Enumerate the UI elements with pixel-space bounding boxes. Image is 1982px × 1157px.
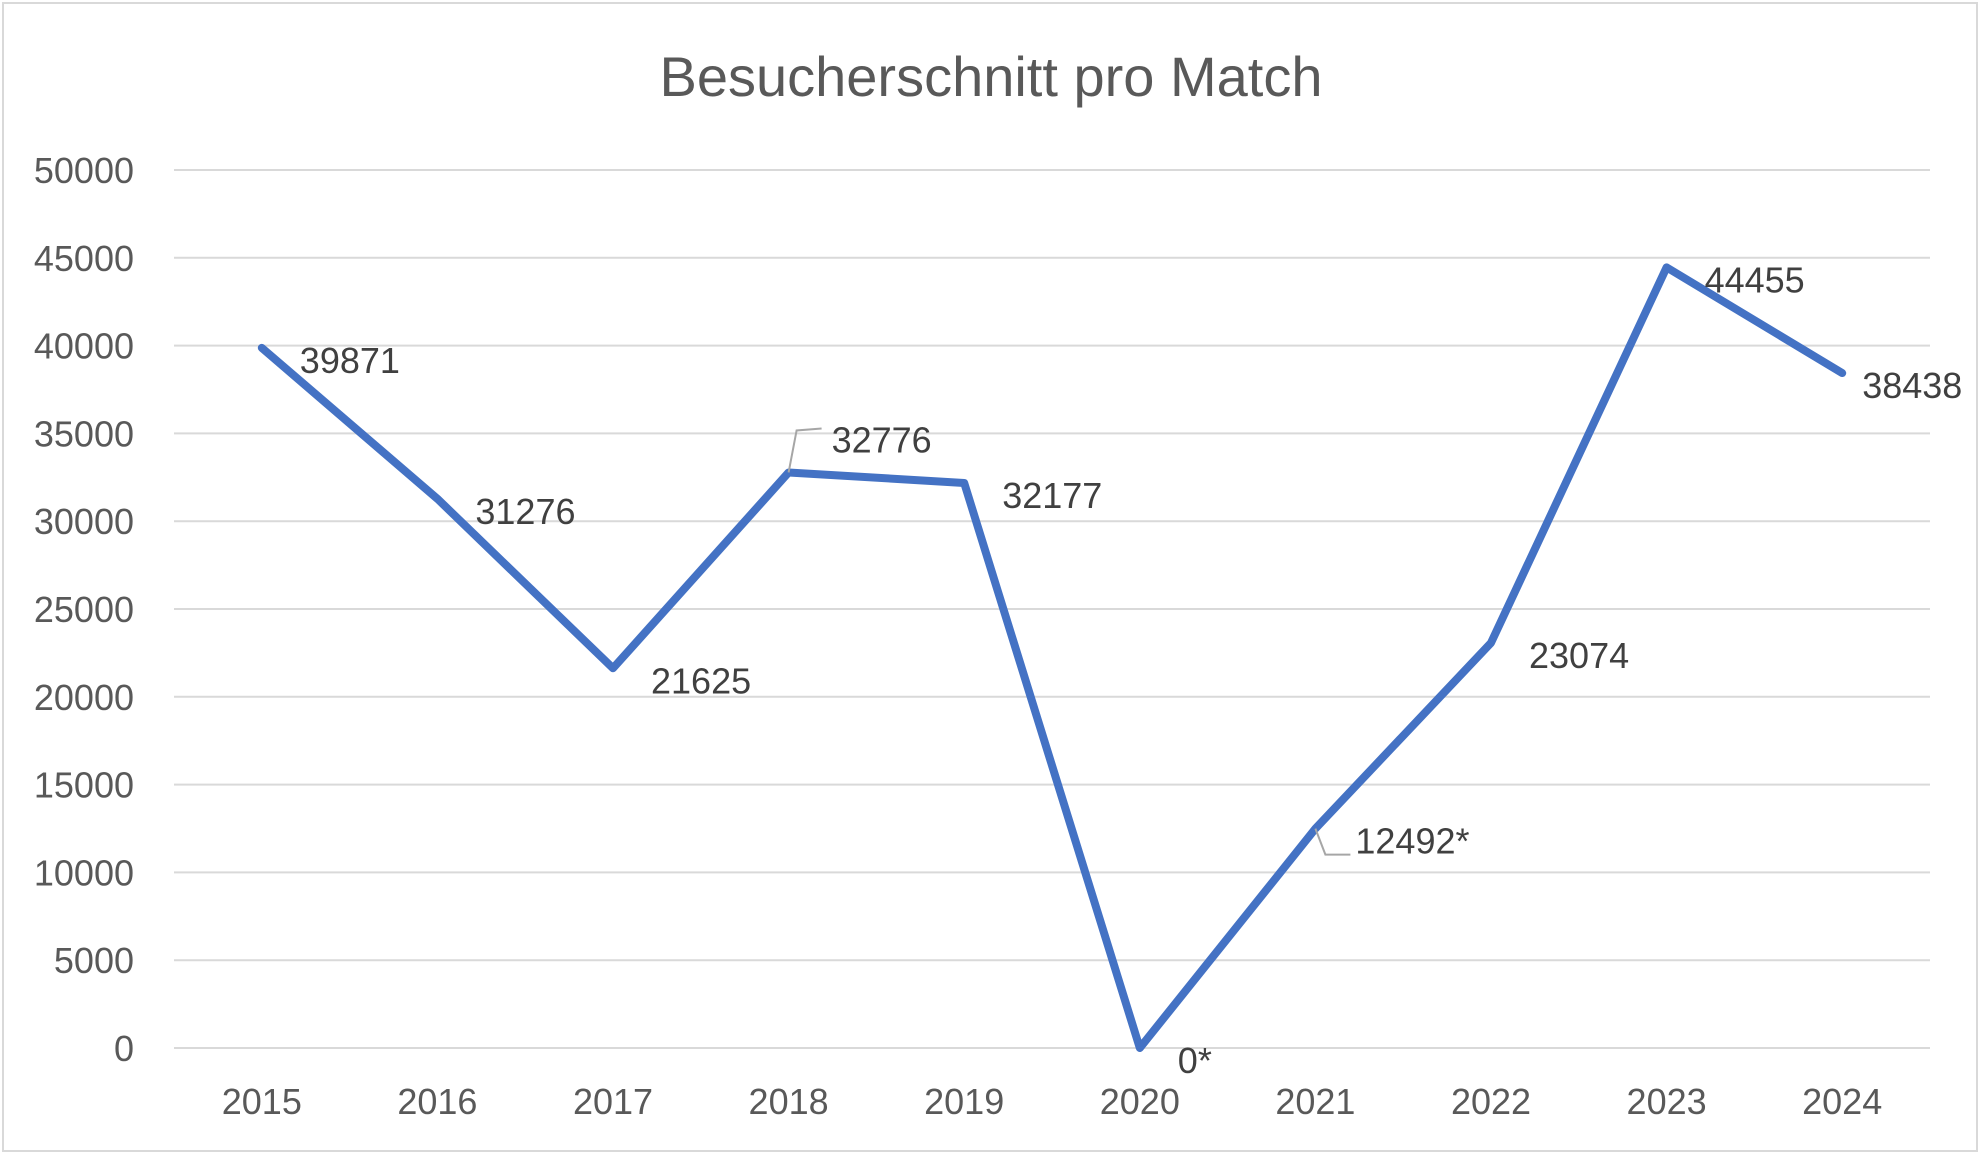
y-tick-label: 0 — [114, 1028, 134, 1069]
x-tick-label: 2022 — [1451, 1081, 1531, 1122]
gridlines — [174, 169, 1930, 1049]
x-tick-label: 2016 — [397, 1081, 477, 1122]
x-tick-label: 2023 — [1627, 1081, 1707, 1122]
x-tick-label: 2018 — [749, 1081, 829, 1122]
y-tick-label: 20000 — [34, 677, 134, 718]
data-label: 23074 — [1529, 635, 1629, 676]
data-label: 39871 — [300, 340, 400, 381]
y-tick-label: 5000 — [54, 940, 134, 981]
data-label: 12492* — [1355, 821, 1469, 862]
leader-line — [1314, 828, 1351, 856]
x-tick-label: 2020 — [1100, 1081, 1180, 1122]
leader-line — [787, 427, 822, 473]
y-tick-label: 45000 — [34, 238, 134, 279]
data-label: 38438 — [1862, 365, 1962, 406]
y-tick-label: 40000 — [34, 326, 134, 367]
y-tick-label: 50000 — [34, 150, 134, 191]
y-tick-label: 25000 — [34, 589, 134, 630]
y-tick-label: 10000 — [34, 852, 134, 893]
y-tick-label: 35000 — [34, 413, 134, 454]
series-line — [257, 263, 1847, 1052]
x-axis-ticks: 2015 2016 2017 2018 2019 2020 2021 2022 2023 2024 — [222, 1081, 1882, 1122]
x-tick-label: 2017 — [573, 1081, 653, 1122]
x-tick-label: 2019 — [924, 1081, 1004, 1122]
leader-lines — [787, 427, 1351, 856]
data-label: 0* — [1178, 1040, 1212, 1081]
chart-title: Besucherschnitt pro Match — [660, 45, 1323, 108]
x-tick-label: 2015 — [222, 1081, 302, 1122]
data-labels: 39871 31276 21625 32776 32177 0* 12492* 23074 44… — [300, 259, 1963, 1081]
data-label: 21625 — [651, 660, 751, 701]
series-layer — [257, 263, 1847, 1052]
y-tick-label: 30000 — [34, 501, 134, 542]
data-label: 32776 — [832, 419, 932, 460]
y-tick-label: 15000 — [34, 765, 134, 806]
y-axis-ticks: 0 5000 10000 15000 20000 25000 30000 35000 40000… — [34, 150, 134, 1069]
x-tick-label: 2024 — [1802, 1081, 1882, 1122]
x-tick-label: 2021 — [1275, 1081, 1355, 1122]
data-label: 44455 — [1705, 259, 1805, 300]
data-label: 31276 — [475, 491, 575, 532]
data-label: 32177 — [1002, 475, 1102, 516]
